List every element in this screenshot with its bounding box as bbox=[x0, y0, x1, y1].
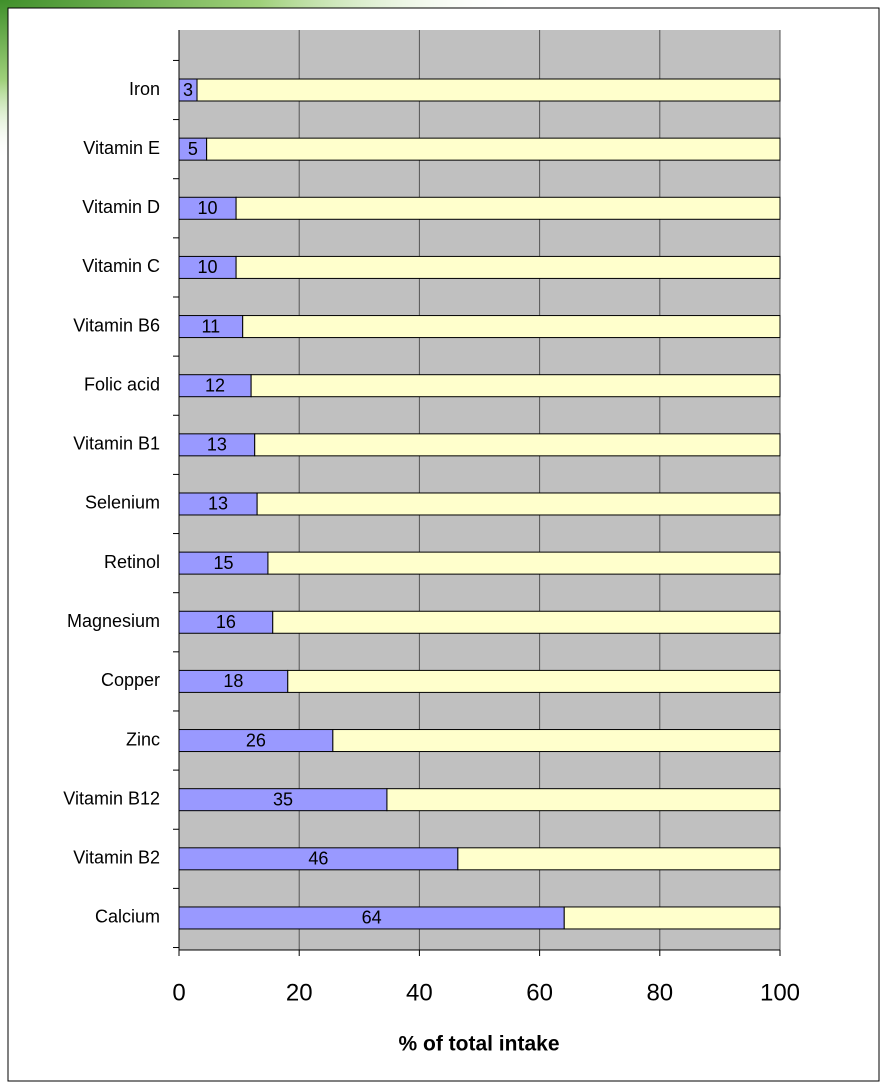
x-tick-label: 100 bbox=[760, 979, 800, 1006]
x-tick-label: 20 bbox=[286, 979, 313, 1006]
bar-segment bbox=[235, 196, 781, 220]
bar-segment bbox=[272, 610, 781, 634]
data-label: 11 bbox=[202, 316, 221, 336]
x-tick-label: 40 bbox=[406, 979, 433, 1006]
y-tick-label: Vitamin D bbox=[82, 197, 160, 217]
y-tick-label: Selenium bbox=[85, 493, 160, 513]
data-label: 64 bbox=[362, 908, 382, 928]
bar-segment bbox=[235, 255, 781, 279]
bar-segment bbox=[242, 315, 781, 339]
x-tick-label: 60 bbox=[526, 979, 553, 1006]
bar-segment bbox=[386, 788, 781, 812]
data-label: 10 bbox=[198, 198, 218, 218]
data-label: 46 bbox=[308, 849, 328, 869]
data-label: 3 bbox=[183, 80, 193, 100]
x-axis-title: % of total intake bbox=[398, 1033, 559, 1056]
y-tick-label: Vitamin B6 bbox=[73, 315, 160, 335]
bar-segment bbox=[206, 137, 781, 161]
data-label: 26 bbox=[246, 730, 266, 750]
y-tick-label: Calcium bbox=[95, 907, 160, 927]
y-tick-label: Vitamin B1 bbox=[73, 434, 160, 454]
y-tick-label: Folic acid bbox=[84, 374, 160, 394]
bar-segment bbox=[332, 729, 781, 753]
y-tick-label: Magnesium bbox=[67, 611, 160, 631]
bar-segment bbox=[563, 906, 781, 930]
data-label: 10 bbox=[198, 257, 218, 277]
bar-segment bbox=[254, 433, 781, 457]
data-label: 15 bbox=[213, 553, 233, 573]
data-label: 35 bbox=[273, 789, 293, 809]
data-label: 13 bbox=[207, 435, 227, 455]
plot-background bbox=[179, 30, 780, 950]
y-tick-label: Retinol bbox=[104, 552, 160, 572]
y-tick-label: Zinc bbox=[126, 729, 160, 749]
y-tick-label: Vitamin B12 bbox=[63, 788, 160, 808]
data-label: 5 bbox=[188, 139, 198, 159]
bar-segment bbox=[256, 492, 781, 516]
x-tick-label: 80 bbox=[646, 979, 673, 1006]
bar-segment bbox=[287, 669, 781, 693]
y-tick-label: Vitamin E bbox=[83, 138, 160, 158]
y-tick-label: Iron bbox=[129, 79, 160, 99]
bar-segment bbox=[267, 551, 781, 575]
y-tick-label: Vitamin C bbox=[82, 256, 160, 276]
data-label: 18 bbox=[223, 671, 243, 691]
data-label: 16 bbox=[216, 612, 236, 632]
data-label: 13 bbox=[208, 494, 228, 514]
y-tick-label: Vitamin B2 bbox=[73, 848, 160, 868]
x-tick-label: 0 bbox=[172, 979, 185, 1006]
bar-segment bbox=[250, 374, 781, 398]
bar-segment bbox=[457, 847, 781, 871]
data-label: 12 bbox=[205, 375, 225, 395]
y-tick-label: Copper bbox=[101, 670, 160, 690]
bar-segment bbox=[196, 78, 781, 102]
